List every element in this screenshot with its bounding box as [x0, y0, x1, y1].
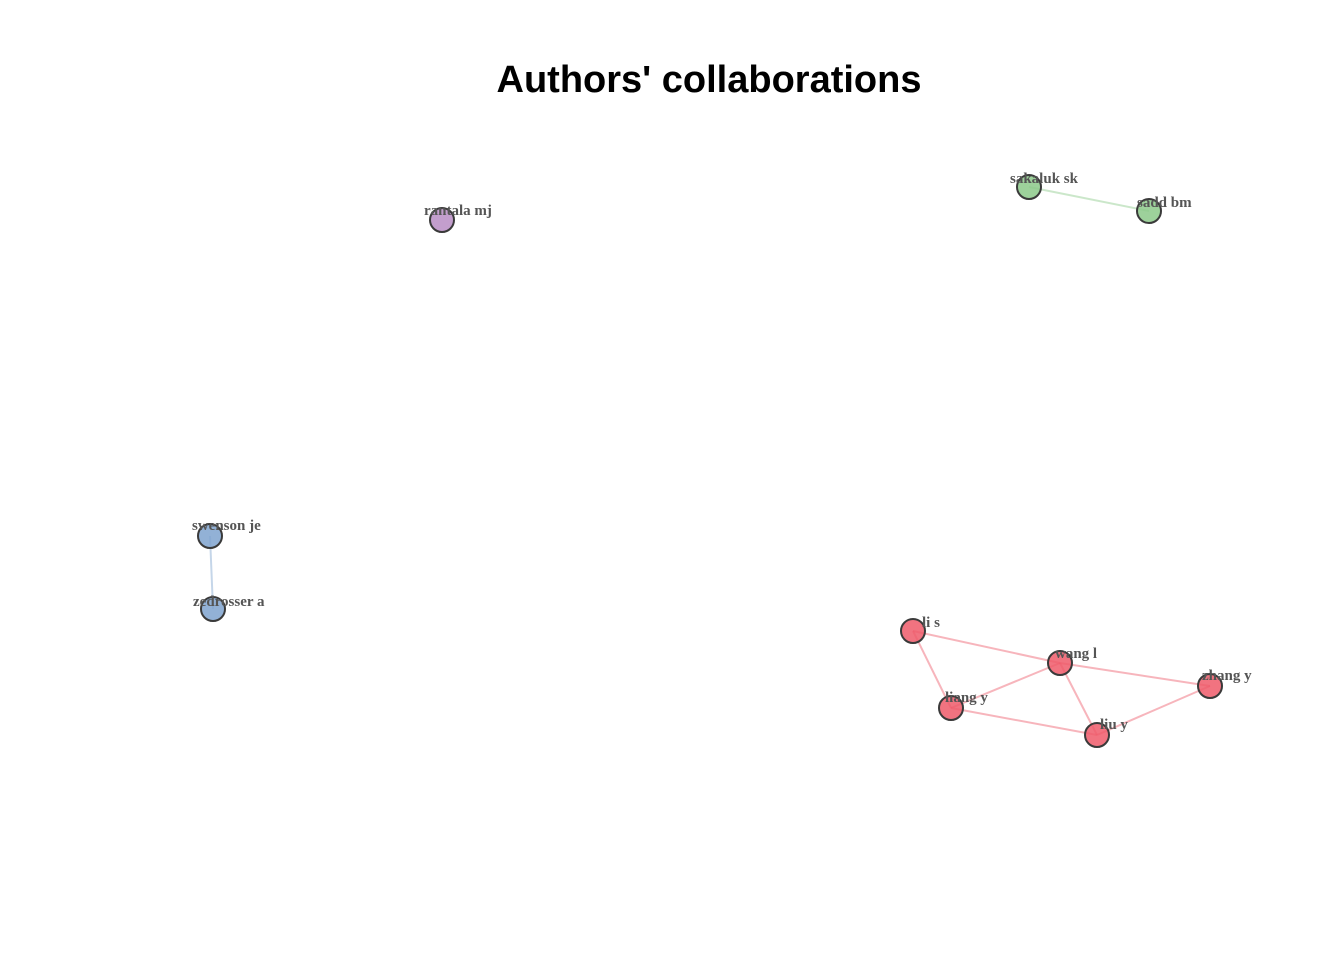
node-label-li-s: li s	[922, 615, 940, 631]
node-liu-y[interactable]	[1084, 722, 1110, 748]
node-label-rantala-mj: rantala mj	[424, 203, 492, 219]
node-rantala-mj[interactable]	[429, 207, 455, 233]
node-zhang-y[interactable]	[1197, 673, 1223, 699]
node-label-liang-y: liang y	[945, 690, 988, 706]
node-zedrosser-a[interactable]	[200, 596, 226, 622]
node-li-s[interactable]	[900, 618, 926, 644]
node-liang-y[interactable]	[938, 695, 964, 721]
edge-wang-l-liang-y	[950, 662, 1061, 709]
node-label-sadd-bm: sadd bm	[1137, 195, 1192, 211]
node-swenson-je[interactable]	[197, 523, 223, 549]
edge-wang-l-zhang-y	[1059, 662, 1211, 687]
edge-sakaluk-sk-sadd-bm	[1028, 186, 1150, 212]
node-label-liu-y: liu y	[1100, 717, 1128, 733]
chart-title: Authors' collaborations	[496, 59, 922, 101]
node-label-wang-l: wang l	[1055, 646, 1097, 662]
labels-layer: li s wang l zhang y liang y liu y swenson je z…	[192, 171, 1252, 733]
node-sadd-bm[interactable]	[1136, 198, 1162, 224]
edge-wang-l-liu-y	[1059, 662, 1098, 736]
node-label-zedrosser-a: zedrosser a	[193, 594, 265, 610]
node-label-zhang-y: zhang y	[1202, 668, 1252, 684]
edge-li-s-wang-l	[912, 630, 1061, 664]
nodes-layer	[197, 174, 1223, 748]
node-label-swenson-je: swenson je	[192, 518, 261, 534]
node-wang-l[interactable]	[1047, 650, 1073, 676]
edge-li-s-liang-y	[912, 630, 952, 709]
node-sakaluk-sk[interactable]	[1016, 174, 1042, 200]
edge-liang-y-liu-y	[950, 707, 1098, 736]
edge-liu-y-zhang-y	[1096, 685, 1211, 736]
node-label-sakaluk-sk: sakaluk sk	[1010, 171, 1079, 187]
